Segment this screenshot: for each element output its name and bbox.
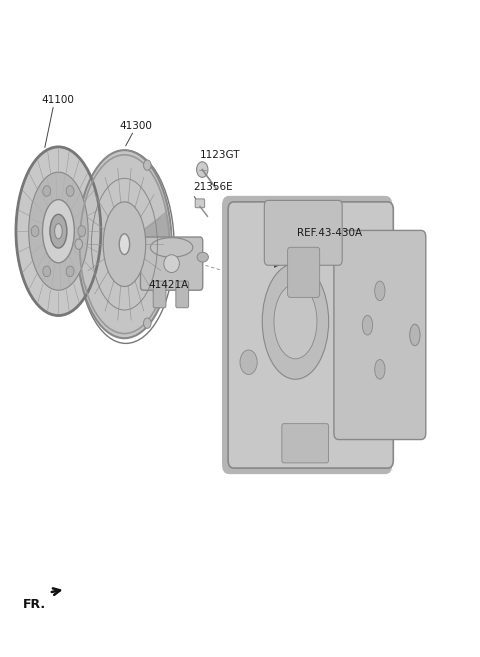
FancyBboxPatch shape [222,196,392,474]
Ellipse shape [43,200,74,263]
Ellipse shape [29,172,88,290]
Ellipse shape [78,226,85,237]
Circle shape [144,160,151,170]
FancyBboxPatch shape [195,199,204,208]
Circle shape [144,318,151,328]
Ellipse shape [262,263,329,379]
Ellipse shape [66,186,74,196]
Text: 41421A: 41421A [148,280,188,290]
Ellipse shape [55,223,62,238]
Ellipse shape [103,202,145,286]
FancyBboxPatch shape [264,200,342,265]
Ellipse shape [362,315,372,335]
Circle shape [197,162,208,177]
Ellipse shape [43,266,51,277]
Text: 1123GT: 1123GT [200,150,240,160]
FancyBboxPatch shape [176,281,189,307]
Text: 21356E: 21356E [193,182,232,193]
Ellipse shape [16,147,101,315]
Text: 41300: 41300 [120,121,153,131]
FancyBboxPatch shape [334,231,426,440]
Ellipse shape [274,284,317,359]
FancyBboxPatch shape [288,247,320,298]
Ellipse shape [410,324,420,346]
Wedge shape [124,212,172,277]
Ellipse shape [240,350,257,374]
Ellipse shape [150,238,193,257]
Ellipse shape [375,281,385,301]
Ellipse shape [375,359,385,379]
FancyBboxPatch shape [228,202,393,468]
Ellipse shape [31,226,39,237]
Ellipse shape [77,150,172,338]
Ellipse shape [197,252,208,262]
FancyBboxPatch shape [282,424,329,463]
Text: 41100: 41100 [42,95,75,104]
Text: FR.: FR. [23,598,46,611]
Ellipse shape [66,266,74,277]
Ellipse shape [43,186,51,196]
Ellipse shape [119,234,130,254]
FancyBboxPatch shape [141,237,203,290]
FancyBboxPatch shape [153,281,166,307]
Ellipse shape [50,214,67,248]
Ellipse shape [164,255,180,273]
Text: REF.43-430A: REF.43-430A [297,228,362,238]
Circle shape [75,239,83,250]
